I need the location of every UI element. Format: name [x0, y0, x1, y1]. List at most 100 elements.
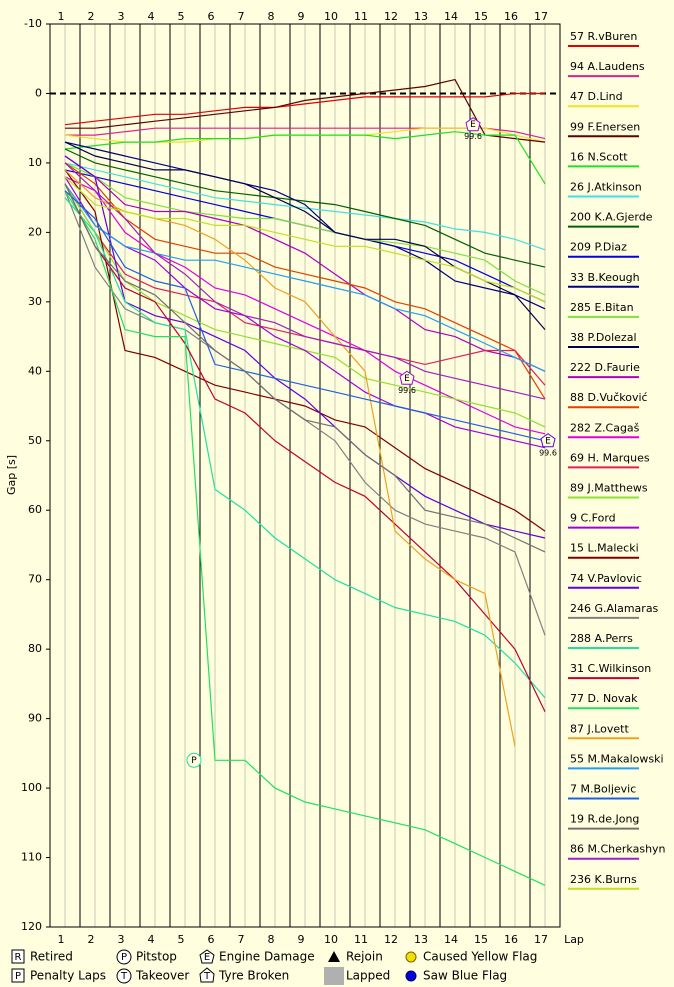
annotation-symbol: E: [404, 374, 410, 384]
annotation-marker: [465, 117, 481, 132]
legend-label: 69 H. Marques: [570, 451, 650, 464]
series-line: [64, 176, 546, 435]
legend-label: 94 A.Laudens: [570, 60, 645, 73]
key-symbol-letter: T: [203, 971, 211, 982]
x-tick-label: 3: [118, 933, 125, 946]
legend-label: 288 A.Perrs: [570, 632, 633, 645]
legend-label: 200 K.A.Gjerde: [570, 211, 653, 224]
x-tick-label: 12: [384, 933, 398, 946]
y-tick-label: 50: [28, 434, 42, 447]
key-symbol: [199, 967, 215, 983]
y-tick-label: 90: [28, 712, 42, 725]
key-symbol-letter: P: [15, 971, 21, 982]
x-tick-label: 4: [148, 933, 155, 946]
x-tick-label: 11: [354, 10, 368, 23]
x-tick-label: 6: [208, 10, 215, 23]
legend-label: 38 P.Dolezal: [570, 331, 637, 344]
series-line: [64, 155, 546, 372]
key-symbol: [324, 967, 344, 985]
legend-label: 77 D. Novak: [570, 692, 638, 705]
x-tick-label: 10: [324, 933, 338, 946]
series-line: [64, 131, 546, 185]
key-label: Takeover: [135, 969, 189, 983]
legend-label: 33 B.Keough: [570, 271, 640, 284]
legend-label: 285 E.Bitan: [570, 301, 634, 314]
legend-label: 9 C.Ford: [570, 512, 616, 525]
y-tick-label: 30: [28, 295, 42, 308]
legend-label: 236 K.Burns: [570, 873, 637, 886]
legend-label: 89 J.Matthews: [570, 482, 648, 495]
legend-label: 7 M.Boljevic: [570, 783, 636, 796]
series-line: [64, 141, 546, 310]
x-tick-label: 12: [384, 10, 398, 23]
x-tick-label: 10: [324, 10, 338, 23]
x-tick-label: 15: [474, 10, 488, 23]
y-tick-label: 120: [21, 920, 42, 933]
x-tick-label: 3: [118, 10, 125, 23]
x-tick-label: 1: [58, 10, 65, 23]
annotation-label: 99.6: [398, 386, 416, 395]
x-tick-label: 13: [414, 933, 428, 946]
series-line: [65, 78, 546, 143]
key-label: Rejoin: [346, 950, 383, 964]
annotation-label: 99.6: [539, 448, 557, 457]
series-line: [64, 176, 546, 303]
key-label: Penalty Laps: [30, 969, 106, 983]
series-line: [64, 183, 546, 372]
y-tick-label: 20: [28, 225, 42, 238]
x-tick-label: 4: [148, 10, 155, 23]
annotation: E 99.6: [464, 117, 482, 141]
y-tick-label: 40: [28, 364, 42, 377]
legend-label: 31 C.Wilkinson: [570, 662, 651, 675]
series-line: [64, 162, 546, 400]
legend-label: 282 Z.Cagaš: [570, 421, 640, 434]
annotation-symbol: P: [191, 756, 197, 766]
y-tick-label: 80: [28, 642, 42, 655]
key-symbol: [116, 968, 132, 984]
key-symbol: [116, 949, 132, 965]
series-line: [64, 162, 546, 400]
legend-label: 88 D.Vučković: [570, 391, 648, 404]
legend-label: 26 J.Atkinson: [570, 181, 642, 194]
x-axis-label: Lap: [564, 933, 584, 946]
annotation-marker: [540, 433, 556, 448]
key-label: Retired: [30, 950, 73, 964]
legend-label: 16 N.Scott: [570, 150, 628, 163]
x-tick-label: 16: [504, 10, 518, 23]
annotation-label: 99.6: [464, 132, 482, 141]
series-line: [64, 190, 546, 442]
legend-label: 246 G.Alamaras: [570, 602, 659, 615]
key-label: Saw Blue Flag: [423, 969, 507, 983]
plot-frame: [49, 23, 561, 928]
x-tick-label: 7: [238, 933, 245, 946]
y-tick-label: 10: [28, 156, 42, 169]
x-tick-label: 8: [268, 933, 275, 946]
series-line: [64, 183, 546, 712]
key-symbol: [11, 949, 25, 964]
y-tick-label: 0: [35, 86, 42, 99]
annotation: E 99.6: [398, 370, 416, 395]
x-tick-label: 14: [444, 10, 458, 23]
key-symbol-letter: P: [121, 952, 127, 963]
series-line: [64, 169, 546, 532]
annotation-marker: [399, 370, 415, 385]
key-label: Tyre Broken: [218, 969, 289, 983]
annotation: E 99.6: [539, 433, 557, 457]
x-tick-label: 17: [534, 10, 548, 23]
annotation: P: [186, 752, 202, 768]
x-tick-label: 6: [208, 933, 215, 946]
y-tick-label: -10: [24, 17, 42, 30]
x-tick-label: 9: [298, 933, 305, 946]
x-tick-label: 17: [534, 933, 548, 946]
series-line: [64, 148, 546, 268]
y-tick-label: 60: [28, 503, 42, 516]
key-label: Lapped: [346, 969, 390, 983]
legend-label: 15 L.Malecki: [570, 542, 639, 555]
key-symbol: [405, 951, 417, 963]
annotation-symbol: E: [470, 120, 476, 130]
y-tick-label: 100: [21, 781, 42, 794]
x-tick-label: 5: [178, 933, 185, 946]
x-tick-label: 14: [444, 933, 458, 946]
